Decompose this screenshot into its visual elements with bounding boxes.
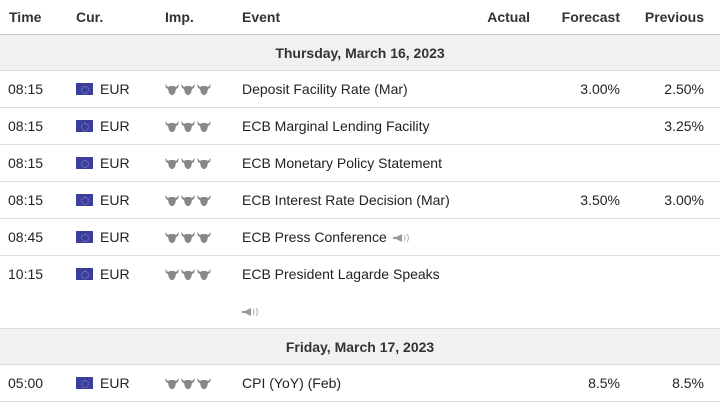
bull-icon <box>197 366 211 389</box>
event-row[interactable]: 08:15 EUR ECB Monetary Policy Statement <box>0 145 720 182</box>
header-previous: Previous <box>644 9 704 25</box>
date-row: Friday, March 17, 2023 <box>0 329 720 365</box>
header-importance: Imp. <box>165 9 194 25</box>
bull-icon <box>197 146 211 169</box>
bull-icon <box>181 109 195 132</box>
header-currency: Cur. <box>76 9 104 25</box>
event-name[interactable]: ECB President Lagarde Speaks <box>242 266 440 282</box>
event-row[interactable]: 08:15 EUR ECB Marginal Lending Facility … <box>0 108 720 145</box>
event-name[interactable]: ECB Monetary Policy Statement <box>242 155 442 171</box>
eu-flag-icon <box>76 194 93 206</box>
bull-icon <box>165 220 179 243</box>
calendar-body: Thursday, March 16, 2023 08:15 EUR Depos… <box>0 35 720 402</box>
eu-flag-icon <box>76 231 93 243</box>
event-name-cell: Deposit Facility Rate (Mar) <box>242 71 408 107</box>
event-currency: EUR <box>76 145 130 181</box>
bull-icon <box>181 220 195 243</box>
event-currency: EUR <box>76 256 130 292</box>
bull-icon <box>197 72 211 95</box>
event-row[interactable]: 08:45 EUR ECB Press Conference <box>0 219 720 256</box>
bull-icon <box>165 257 179 280</box>
bull-icon <box>181 257 195 280</box>
importance <box>165 108 213 144</box>
eu-flag-icon <box>76 377 93 389</box>
currency-code: EUR <box>100 118 130 134</box>
currency-code: EUR <box>100 192 130 208</box>
bull-icon <box>181 146 195 169</box>
event-name-cell: ECB Interest Rate Decision (Mar) <box>242 182 450 218</box>
event-row[interactable]: 05:00 EUR CPI (YoY) (Feb) 8.5% 8.5% <box>0 365 720 402</box>
event-currency: EUR <box>76 182 130 218</box>
event-currency: EUR <box>76 71 130 107</box>
eu-flag-icon <box>76 83 93 95</box>
event-time: 10:15 <box>8 266 44 282</box>
bull-icon <box>165 183 179 206</box>
event-currency: EUR <box>76 108 130 144</box>
event-name-cell: ECB President Lagarde Speaks <box>242 256 440 292</box>
eu-flag-icon <box>76 157 93 169</box>
event-currency: EUR <box>76 219 130 255</box>
bull-icon <box>197 109 211 132</box>
event-currency: EUR <box>76 365 130 401</box>
event-row[interactable]: 08:15 EUR Deposit Facility Rate (Mar) 3.… <box>0 71 720 108</box>
event-previous: 3.25% <box>664 118 704 134</box>
header-actual: Actual <box>487 9 530 25</box>
currency-code: EUR <box>100 266 130 282</box>
event-name-cell: ECB Marginal Lending Facility <box>242 108 430 144</box>
event-name[interactable]: Deposit Facility Rate (Mar) <box>242 81 408 97</box>
event-previous: 2.50% <box>664 81 704 97</box>
speaker-icon[interactable] <box>392 220 411 243</box>
event-name-cell: CPI (YoY) (Feb) <box>242 365 341 401</box>
event-previous: 8.5% <box>672 375 704 391</box>
header-event: Event <box>242 9 281 25</box>
importance <box>165 219 213 255</box>
event-time: 08:45 <box>8 229 44 245</box>
event-name[interactable]: ECB Interest Rate Decision (Mar) <box>242 192 450 208</box>
event-name-cell: ECB Monetary Policy Statement <box>242 145 442 181</box>
event-forecast: 3.50% <box>580 192 620 208</box>
event-row[interactable]: 08:15 EUR ECB Interest Rate Decision (Ma… <box>0 182 720 219</box>
speaker-icon[interactable] <box>242 304 260 317</box>
table-header: Time Cur. Imp. Event Actual Forecast Pre… <box>0 0 720 35</box>
importance <box>165 145 213 181</box>
event-previous: 3.00% <box>664 192 704 208</box>
bull-icon <box>165 366 179 389</box>
bull-icon <box>181 72 195 95</box>
bull-icon <box>165 72 179 95</box>
currency-code: EUR <box>100 155 130 171</box>
event-time: 08:15 <box>8 81 44 97</box>
eu-flag-icon <box>76 268 93 280</box>
bull-icon <box>197 183 211 206</box>
event-name[interactable]: ECB Marginal Lending Facility <box>242 118 430 134</box>
event-time: 05:00 <box>8 375 44 391</box>
bull-icon <box>165 109 179 132</box>
importance <box>165 182 213 218</box>
event-time: 08:15 <box>8 118 44 134</box>
event-time: 08:15 <box>8 155 44 171</box>
eu-flag-icon <box>76 120 93 132</box>
event-name-cell: ECB Press Conference <box>242 219 411 255</box>
event-time: 08:15 <box>8 192 44 208</box>
importance <box>165 365 213 401</box>
currency-code: EUR <box>100 375 130 391</box>
event-name[interactable]: ECB Press Conference <box>242 229 387 245</box>
date-label: Thursday, March 16, 2023 <box>275 45 445 61</box>
bull-icon <box>181 183 195 206</box>
header-time: Time <box>9 9 42 25</box>
date-row: Thursday, March 16, 2023 <box>0 35 720 71</box>
importance <box>165 71 213 107</box>
bull-icon <box>197 220 211 243</box>
header-forecast: Forecast <box>561 9 620 25</box>
currency-code: EUR <box>100 229 130 245</box>
currency-code: EUR <box>100 81 130 97</box>
bull-icon <box>181 366 195 389</box>
event-row[interactable]: 10:15 EUR ECB President Lagarde Speaks <box>0 256 720 329</box>
bull-icon <box>165 146 179 169</box>
date-label: Friday, March 17, 2023 <box>285 339 435 355</box>
importance <box>165 256 213 292</box>
event-forecast: 8.5% <box>588 375 620 391</box>
event-forecast: 3.00% <box>580 81 620 97</box>
event-name[interactable]: CPI (YoY) (Feb) <box>242 375 342 391</box>
bull-icon <box>197 257 211 280</box>
